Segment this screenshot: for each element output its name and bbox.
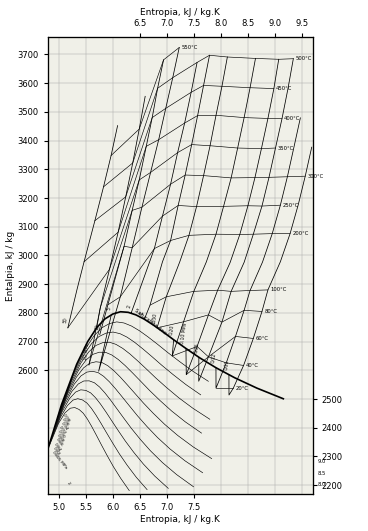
X-axis label: Entropia, kJ / kg.K: Entropia, kJ / kg.K — [140, 8, 220, 17]
X-axis label: Entropia, kJ / kg.K: Entropia, kJ / kg.K — [140, 515, 220, 524]
Text: 400°C: 400°C — [284, 116, 301, 121]
Text: 40°C: 40°C — [246, 363, 259, 368]
Text: 0.96: 0.96 — [61, 417, 70, 427]
Text: 60°C: 60°C — [255, 336, 269, 341]
Text: 0.92: 0.92 — [58, 425, 67, 435]
Text: 5 MPa: 5 MPa — [56, 457, 67, 469]
Text: 200°C: 200°C — [292, 231, 309, 236]
Text: 8.0: 8.0 — [318, 482, 326, 487]
Text: 0.94: 0.94 — [60, 421, 68, 431]
Text: 0.50: 0.50 — [152, 313, 158, 323]
Text: 0.20: 0.20 — [168, 324, 175, 335]
Text: 0.90: 0.90 — [57, 430, 66, 440]
Text: 0.10 MPa: 0.10 MPa — [180, 323, 188, 344]
Text: 0.88: 0.88 — [56, 434, 65, 444]
Text: 80°C: 80°C — [264, 309, 277, 314]
Text: 0.05: 0.05 — [194, 342, 200, 353]
Text: 550°C: 550°C — [181, 45, 198, 50]
Text: 0.02: 0.02 — [210, 352, 217, 363]
Text: 20 MPa: 20 MPa — [83, 344, 91, 361]
Text: 250°C: 250°C — [283, 203, 299, 208]
Text: 500°C: 500°C — [296, 56, 312, 61]
Text: 1: 1 — [139, 311, 145, 315]
Text: 350°C: 350°C — [277, 145, 294, 150]
Text: 0.80: 0.80 — [51, 450, 60, 460]
Text: 450°C: 450°C — [276, 86, 293, 91]
Text: 0.98: 0.98 — [62, 413, 71, 423]
Text: 0.01: 0.01 — [224, 359, 230, 370]
Text: 300°C: 300°C — [307, 174, 323, 178]
Text: 5: 5 — [106, 307, 112, 310]
Text: 100°C: 100°C — [270, 287, 286, 293]
Text: 0.84: 0.84 — [53, 442, 62, 452]
Text: 2: 2 — [126, 305, 132, 309]
Text: 2: 2 — [66, 481, 70, 485]
Text: 0.86: 0.86 — [54, 438, 63, 448]
Text: 8.5: 8.5 — [318, 471, 326, 476]
Text: 9.0: 9.0 — [318, 459, 326, 465]
Text: Saturation line: Saturation line — [133, 308, 167, 336]
Text: 50: 50 — [63, 317, 68, 323]
Text: 20°C: 20°C — [236, 386, 248, 391]
Text: 10: 10 — [95, 324, 100, 330]
Y-axis label: Entalpia, kJ / kg: Entalpia, kJ / kg — [6, 230, 15, 301]
Text: 0.82: 0.82 — [52, 446, 61, 456]
